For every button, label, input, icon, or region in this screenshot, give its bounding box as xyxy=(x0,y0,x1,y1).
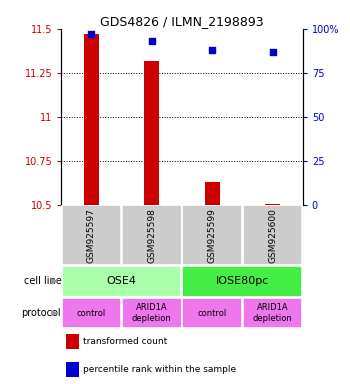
Bar xyxy=(62,266,181,297)
Text: GSM925597: GSM925597 xyxy=(87,208,96,263)
Text: cell line: cell line xyxy=(23,276,61,286)
Text: protocol: protocol xyxy=(22,308,61,318)
Title: GDS4826 / ILMN_2198893: GDS4826 / ILMN_2198893 xyxy=(100,15,264,28)
Point xyxy=(270,49,275,55)
Bar xyxy=(62,205,121,265)
Text: ARID1A
depletion: ARID1A depletion xyxy=(132,303,172,323)
Bar xyxy=(122,298,182,328)
Point xyxy=(89,31,94,37)
Bar xyxy=(205,182,220,205)
Point xyxy=(149,38,155,44)
Bar xyxy=(265,204,280,205)
Text: ARID1A
depletion: ARID1A depletion xyxy=(253,303,293,323)
Text: GSM925600: GSM925600 xyxy=(268,208,277,263)
Point xyxy=(209,47,215,53)
Bar xyxy=(66,362,79,377)
Text: IOSE80pc: IOSE80pc xyxy=(216,276,269,286)
Bar xyxy=(182,205,242,265)
Bar xyxy=(182,266,302,297)
Text: transformed count: transformed count xyxy=(83,337,167,346)
Text: percentile rank within the sample: percentile rank within the sample xyxy=(83,365,236,374)
Bar xyxy=(182,298,242,328)
Bar xyxy=(122,205,182,265)
Bar xyxy=(243,298,302,328)
Bar xyxy=(144,61,159,205)
Bar xyxy=(243,205,302,265)
Text: control: control xyxy=(197,309,227,318)
Bar xyxy=(84,34,99,205)
Bar xyxy=(62,298,121,328)
Bar xyxy=(66,334,79,349)
Text: GSM925598: GSM925598 xyxy=(147,208,156,263)
Text: GSM925599: GSM925599 xyxy=(208,208,217,263)
Text: OSE4: OSE4 xyxy=(107,276,136,286)
Text: control: control xyxy=(77,309,106,318)
